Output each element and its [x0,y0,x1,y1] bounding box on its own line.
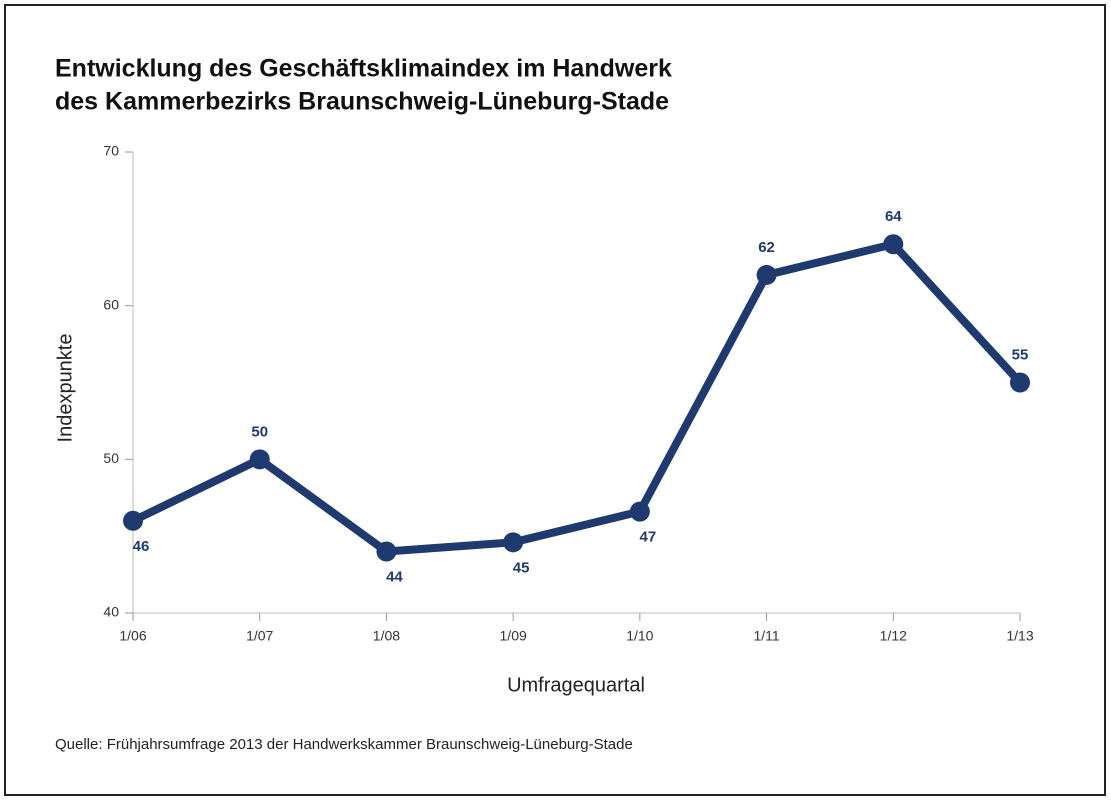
frame [4,4,1106,796]
x-tick-label: 1/08 [373,628,400,644]
chart-title: Entwicklung des Geschäftsklimaindex im H… [55,55,672,83]
y-tick-label: 40 [103,604,119,620]
x-tick-label: 1/07 [246,628,273,644]
data-label: 45 [513,559,530,576]
data-label: 47 [640,529,657,546]
data-label: 44 [386,569,403,586]
y-tick-label: 50 [103,450,119,466]
data-label: 62 [758,239,775,256]
x-axis-label: Umfragequartal [507,674,645,696]
data-point [503,532,524,553]
data-line [131,240,1023,556]
y-axis-label: Indexpunkte [54,334,76,443]
data-label: 50 [251,423,268,440]
data-point [883,234,904,255]
chart-title: des Kammerbezirks Braunschweig-Lüneburg-… [55,88,669,116]
data-point [1010,372,1030,393]
data-point [249,449,270,470]
data-point [629,501,650,522]
data-label: 64 [885,208,902,225]
source-note: Quelle: Frühjahrsumfrage 2013 der Handwe… [55,736,633,753]
data-point [123,510,143,531]
x-tick-label: 1/09 [500,628,527,644]
x-tick-label: 1/11 [753,628,779,644]
data-point [756,264,777,285]
x-tick-label: 1/06 [119,628,146,644]
y-tick-label: 70 [103,143,119,159]
data-label: 55 [1012,346,1029,363]
x-tick-label: 1/10 [626,628,653,644]
data-point [376,541,397,562]
y-tick-label: 60 [103,296,119,312]
x-tick-label: 1/13 [1006,628,1033,644]
data-label: 46 [133,538,150,555]
x-tick-label: 1/12 [880,628,907,644]
